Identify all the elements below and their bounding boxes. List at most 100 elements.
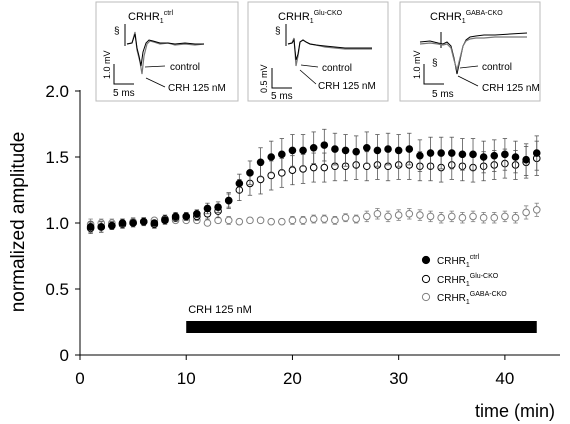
data-point bbox=[278, 150, 286, 159]
trace-label-crh: CRH 125 nM bbox=[482, 83, 540, 94]
section-mark: § bbox=[275, 26, 281, 37]
data-point bbox=[352, 215, 360, 223]
data-point bbox=[426, 212, 435, 221]
data-point bbox=[224, 196, 233, 205]
y-tick-label: 2.0 bbox=[45, 82, 69, 101]
data-point bbox=[458, 150, 467, 159]
scale-bar bbox=[271, 68, 292, 89]
data-point bbox=[416, 211, 424, 219]
legend-entry-glu-cko: CRHR1Glu-CKO bbox=[421, 273, 499, 288]
data-point bbox=[479, 213, 488, 222]
data-point bbox=[256, 216, 265, 225]
data-point bbox=[139, 217, 148, 226]
data-point bbox=[511, 213, 520, 222]
section-mark: § bbox=[114, 26, 120, 37]
scale-bar bbox=[113, 64, 134, 85]
scale-bar bbox=[423, 64, 444, 85]
pointer-line bbox=[457, 75, 479, 87]
data-point bbox=[416, 151, 424, 160]
data-point bbox=[341, 146, 350, 155]
trace-label-control: control bbox=[482, 62, 512, 73]
data-point bbox=[384, 145, 392, 153]
data-point bbox=[214, 203, 222, 211]
data-point bbox=[522, 208, 530, 217]
inset-genotype-label: CRHR1Glu-CKO bbox=[278, 10, 343, 25]
data-point bbox=[532, 149, 541, 157]
pointer-line bbox=[300, 64, 319, 68]
data-point bbox=[86, 223, 95, 231]
data-point bbox=[458, 213, 467, 222]
scale-voltage-label: 1.0 mV bbox=[412, 50, 422, 79]
y-tick-label: 1.5 bbox=[45, 148, 69, 167]
trace-control bbox=[287, 38, 372, 61]
crh-application-bar bbox=[186, 321, 537, 333]
data-point bbox=[288, 146, 297, 155]
y-tick-label: 0 bbox=[60, 346, 69, 365]
legend-label: CRHR1GABA-CKO bbox=[437, 291, 507, 306]
trace-label-control: control bbox=[322, 63, 352, 74]
scale-time-label: 5 ms bbox=[271, 91, 293, 102]
y-tick-label: 0.5 bbox=[45, 280, 69, 299]
data-point bbox=[405, 145, 414, 153]
data-point bbox=[193, 209, 201, 218]
y-tick-group: 0 0.5 1.0 1.5 2.0 bbox=[45, 82, 80, 365]
x-tick-label: 0 bbox=[75, 369, 84, 388]
data-point bbox=[501, 150, 509, 159]
data-point bbox=[299, 216, 307, 225]
data-point bbox=[288, 166, 297, 174]
x-tick-label: 10 bbox=[177, 369, 196, 388]
data-point bbox=[299, 146, 307, 155]
data-point bbox=[171, 212, 180, 221]
data-point bbox=[288, 216, 297, 225]
data-point bbox=[394, 146, 403, 155]
data-point bbox=[373, 146, 382, 155]
data-point bbox=[384, 212, 392, 221]
data-point bbox=[341, 213, 350, 222]
data-point bbox=[320, 163, 329, 172]
legend-entry-gaba-cko: CRHR1GABA-CKO bbox=[421, 291, 507, 306]
trace-crh bbox=[419, 36, 527, 73]
pointer-line bbox=[144, 65, 166, 68]
data-point bbox=[320, 141, 329, 149]
inset-crhr1-glu-cko: CRHR1Glu-CKO § control CRH 125 nM 0.5 mV… bbox=[247, 1, 389, 102]
data-point bbox=[437, 149, 445, 157]
data-point bbox=[363, 212, 371, 221]
data-point bbox=[469, 212, 477, 221]
data-point bbox=[490, 151, 499, 160]
scale-time-label: 5 ms bbox=[113, 88, 135, 99]
data-point bbox=[267, 153, 276, 161]
data-point bbox=[490, 213, 499, 222]
data-point bbox=[331, 145, 339, 153]
x-tick-group: 0 10 20 30 40 bbox=[75, 355, 514, 388]
inset-genotype-label: CRHR1GABA-CKO bbox=[430, 10, 503, 25]
legend-label: CRHR1ctrl bbox=[437, 254, 480, 269]
pointer-line bbox=[145, 77, 166, 88]
data-point bbox=[479, 153, 488, 161]
data-point bbox=[469, 150, 477, 159]
data-point bbox=[108, 221, 116, 230]
inset-crhr1-ctrl: CRHR1ctrl § control CRH 125 nM 1.0 mV 5 … bbox=[95, 1, 239, 102]
pointer-line bbox=[459, 65, 479, 69]
data-point bbox=[373, 209, 382, 218]
data-point bbox=[352, 147, 360, 156]
data-point bbox=[182, 212, 191, 221]
data-point bbox=[267, 217, 276, 226]
legend-entry-ctrl: CRHR1ctrl bbox=[421, 254, 480, 269]
legend-marker-open-black bbox=[421, 274, 431, 284]
data-point bbox=[447, 212, 456, 221]
trace-control bbox=[126, 33, 204, 67]
x-tick-label: 20 bbox=[283, 369, 302, 388]
data-point bbox=[363, 143, 371, 152]
x-axis-title: time (min) bbox=[475, 401, 555, 421]
data-point bbox=[129, 219, 137, 227]
data-point bbox=[511, 153, 520, 161]
scale-voltage-label: 0.5 mV bbox=[259, 64, 269, 93]
x-tick-label: 40 bbox=[495, 369, 514, 388]
section-mark: § bbox=[432, 58, 438, 69]
data-point bbox=[256, 158, 265, 167]
data-point bbox=[97, 223, 106, 231]
trace-label-control: control bbox=[170, 62, 200, 73]
series-layer bbox=[86, 128, 541, 234]
data-point bbox=[224, 216, 233, 225]
